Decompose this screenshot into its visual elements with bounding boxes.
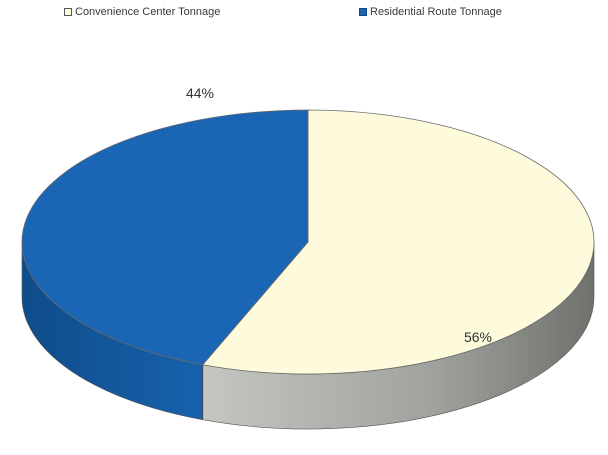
pie-data-label-residential-route: 44%	[186, 85, 214, 101]
legend-label-convenience-center: Convenience Center Tonnage	[75, 6, 221, 18]
legend-label-residential-route: Residential Route Tonnage	[370, 6, 502, 18]
pie-data-label-convenience-center: 56%	[464, 329, 492, 345]
pie-slice-convenience-center	[201, 109, 595, 375]
pie-data-labels: 56% 44%	[186, 85, 492, 345]
pie-slices	[21, 109, 595, 375]
legend-swatch-convenience-center	[64, 8, 72, 16]
pie-slice-residential-route	[21, 109, 309, 366]
legend-item-residential-route: Residential Route Tonnage	[359, 6, 502, 18]
legend-item-convenience-center: Convenience Center Tonnage	[64, 6, 220, 18]
legend-swatch-residential-route	[359, 8, 367, 16]
